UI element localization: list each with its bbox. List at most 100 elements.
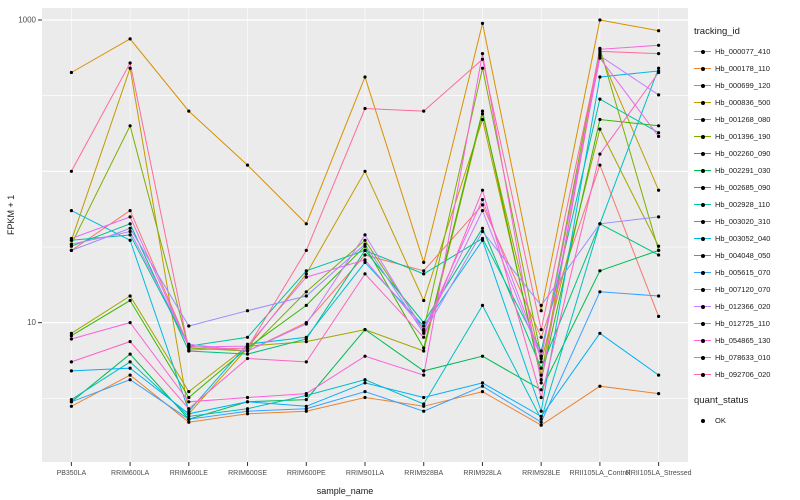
legend-key-line-icon (694, 336, 711, 346)
data-point (657, 29, 661, 33)
legend-label: Hb_005615_070 (715, 268, 771, 277)
legend-key-line-icon (694, 370, 711, 380)
data-point (128, 215, 132, 219)
data-point (363, 75, 367, 79)
legend-label: Hb_054865_130 (715, 336, 771, 345)
legend-label: Hb_012366_020 (715, 302, 771, 311)
data-point (422, 349, 426, 353)
data-point (657, 52, 661, 56)
legend-item-quant-OK: OK (694, 412, 798, 429)
legend-item-Hb_000699_120: Hb_000699_120 (694, 77, 798, 94)
legend-title-tracking-id: tracking_id (694, 26, 740, 37)
data-point (480, 188, 485, 192)
y-tick-label: 1000 (18, 15, 36, 24)
x-tick-label: PB350LA (57, 470, 87, 477)
data-point (363, 381, 367, 385)
x-tick-label: RRIM901LA (346, 470, 384, 477)
legend-key-line-icon (694, 217, 711, 227)
legend-label: Hb_078633_010 (715, 353, 771, 362)
data-point (539, 420, 543, 424)
data-point (539, 381, 543, 385)
data-point (422, 260, 426, 264)
data-point (304, 269, 308, 273)
data-point (480, 112, 485, 116)
data-point (187, 348, 191, 352)
data-point (480, 117, 485, 122)
legend-key-line-icon (694, 166, 711, 176)
data-point (128, 321, 132, 325)
data-point (304, 322, 308, 326)
data-point (304, 303, 308, 307)
legend-label: Hb_002291_030 (715, 166, 771, 175)
data-point (657, 43, 661, 47)
legend-item-Hb_054865_130: Hb_054865_130 (694, 332, 798, 349)
data-point (69, 369, 73, 373)
legend-label: Hb_007120_070 (715, 285, 771, 294)
data-point (128, 229, 132, 234)
legend-item-Hb_001396_190: Hb_001396_190 (694, 128, 798, 145)
data-point (480, 209, 485, 213)
legend-item-Hb_004048_050: Hb_004048_050 (694, 247, 798, 264)
data-point (304, 335, 308, 339)
data-point (128, 209, 132, 213)
data-point (657, 131, 661, 135)
data-point (598, 269, 602, 273)
data-point (245, 335, 250, 339)
data-point (187, 412, 191, 416)
data-point (363, 354, 367, 358)
data-point (480, 354, 485, 358)
x-tick-label: RRIM600PE (287, 470, 326, 477)
legend-key-point-icon (694, 416, 711, 426)
x-tick-label: RRIM928LE (522, 470, 560, 477)
data-point (657, 70, 661, 75)
data-point (363, 106, 367, 111)
data-point (363, 233, 367, 237)
data-point (422, 298, 426, 303)
data-point (69, 70, 73, 75)
legend-item-Hb_002928_110: Hb_002928_110 (694, 196, 798, 213)
data-point (187, 395, 191, 400)
data-point (480, 381, 485, 385)
data-point (657, 215, 661, 219)
data-point (598, 56, 602, 60)
data-point (128, 61, 132, 65)
data-point (598, 127, 602, 131)
data-point (480, 390, 485, 394)
data-point (69, 242, 73, 246)
data-point (69, 209, 73, 213)
legend-item-Hb_078633_010: Hb_078633_010 (694, 349, 798, 366)
data-point (657, 124, 661, 128)
legend-item-Hb_000836_500: Hb_000836_500 (694, 94, 798, 111)
data-point (539, 356, 543, 361)
data-point (304, 248, 308, 252)
data-point (304, 404, 308, 408)
data-point (187, 324, 191, 328)
data-point (539, 360, 543, 364)
y-tick-label: 10 (27, 318, 36, 327)
data-point (539, 414, 543, 418)
data-point (128, 360, 132, 364)
data-point (480, 109, 485, 113)
data-point (363, 248, 367, 252)
data-point (363, 390, 367, 394)
data-point (128, 124, 132, 128)
legend-item-Hb_002291_030: Hb_002291_030 (694, 162, 798, 179)
data-point (304, 275, 308, 279)
data-point (539, 335, 543, 339)
data-point (128, 373, 132, 377)
data-point (598, 117, 602, 122)
data-point (128, 352, 132, 356)
legend-item-Hb_002685_090: Hb_002685_090 (694, 179, 798, 196)
data-point (128, 378, 132, 382)
legend-label: Hb_000178_110 (715, 64, 770, 73)
data-point (245, 395, 250, 400)
data-point (363, 378, 367, 382)
legend-label: Hb_003020_310 (715, 217, 771, 226)
data-point (480, 384, 485, 388)
data-point (598, 49, 602, 54)
legend-title-quant-status: quant_status (694, 395, 749, 406)
data-point (422, 328, 426, 332)
data-point (422, 269, 426, 273)
